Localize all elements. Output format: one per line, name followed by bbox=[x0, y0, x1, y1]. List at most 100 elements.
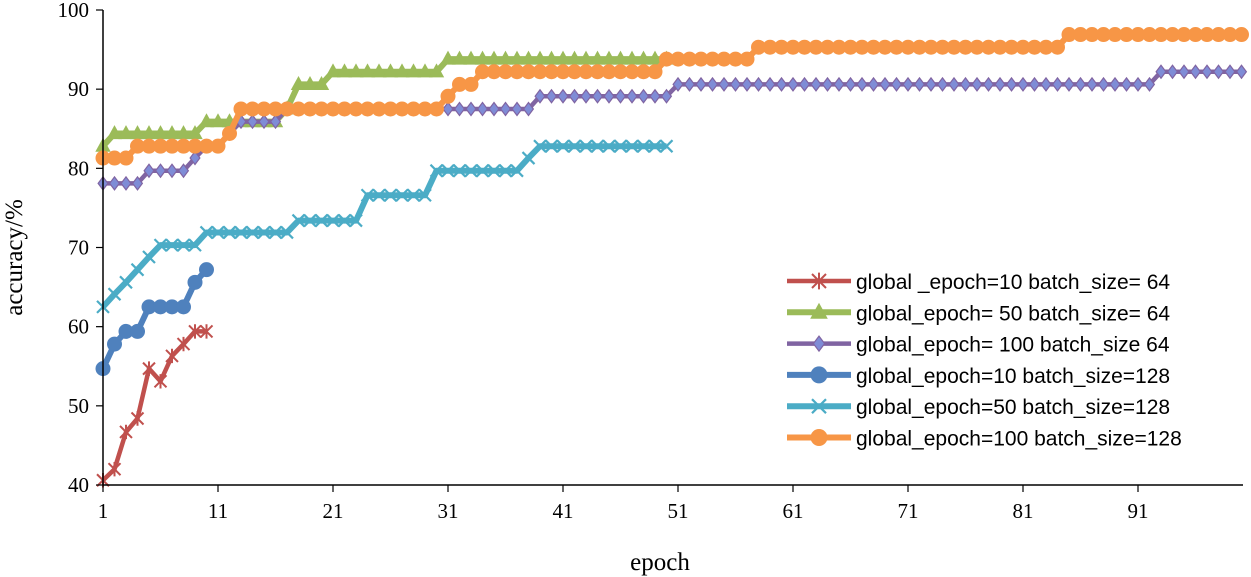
data-point bbox=[336, 63, 353, 78]
data-point bbox=[844, 76, 857, 92]
legend-marker bbox=[810, 366, 828, 384]
data-point bbox=[1224, 64, 1236, 80]
legend-label: global _epoch=10 batch_size= 64 bbox=[856, 271, 1170, 294]
data-point bbox=[590, 139, 605, 153]
data-point bbox=[843, 39, 858, 55]
data-point bbox=[106, 125, 123, 140]
data-point bbox=[1222, 27, 1238, 43]
data-point bbox=[1212, 64, 1225, 80]
data-point bbox=[1120, 76, 1133, 92]
data-point bbox=[566, 50, 583, 65]
legend: global _epoch=10 batch_size= 64 global_ep… bbox=[787, 271, 1182, 451]
data-point bbox=[153, 138, 168, 154]
data-point bbox=[188, 324, 202, 339]
data-point bbox=[245, 225, 260, 240]
data-point bbox=[418, 188, 432, 203]
data-point bbox=[659, 139, 674, 153]
data-point bbox=[981, 39, 996, 55]
data-point bbox=[590, 64, 605, 80]
data-point bbox=[141, 125, 157, 140]
data-point bbox=[257, 225, 271, 240]
data-point bbox=[555, 50, 571, 65]
data-point bbox=[246, 114, 259, 130]
x-tick-label: 51 bbox=[668, 499, 689, 523]
data-point bbox=[371, 63, 387, 78]
data-point bbox=[372, 188, 386, 203]
data-point bbox=[176, 238, 191, 252]
data-point bbox=[511, 101, 523, 117]
data-point bbox=[647, 50, 663, 65]
data-point bbox=[302, 101, 318, 117]
data-point bbox=[521, 64, 536, 80]
data-point bbox=[222, 225, 237, 240]
data-point bbox=[359, 63, 376, 78]
data-point bbox=[245, 101, 260, 117]
data-point bbox=[383, 188, 398, 203]
data-point bbox=[486, 50, 502, 65]
data-point bbox=[1086, 76, 1098, 92]
data-point bbox=[624, 64, 640, 80]
data-point bbox=[499, 101, 512, 117]
data-point bbox=[820, 39, 835, 55]
data-point bbox=[1201, 64, 1213, 80]
data-point bbox=[670, 51, 686, 67]
data-point bbox=[464, 163, 478, 178]
data-point bbox=[1005, 76, 1018, 92]
data-point bbox=[120, 175, 132, 191]
data-point bbox=[693, 51, 709, 67]
data-point bbox=[879, 76, 891, 92]
legend-item: global_epoch=50 batch_size=128 bbox=[787, 396, 1170, 419]
data-point bbox=[808, 39, 824, 55]
legend-item: global_epoch= 50 batch_size= 64 bbox=[787, 302, 1170, 325]
data-point bbox=[532, 50, 548, 65]
data-point bbox=[752, 76, 765, 92]
data-point bbox=[290, 76, 307, 91]
data-point bbox=[199, 138, 214, 154]
data-point bbox=[131, 175, 144, 191]
data-point bbox=[394, 63, 410, 78]
data-point bbox=[614, 88, 627, 104]
data-point bbox=[557, 88, 569, 104]
data-point bbox=[521, 151, 536, 165]
data-point bbox=[210, 138, 226, 154]
data-point bbox=[1107, 27, 1123, 43]
data-point bbox=[810, 76, 822, 92]
data-point bbox=[718, 76, 730, 92]
data-point bbox=[130, 411, 145, 426]
data-point bbox=[555, 64, 571, 80]
x-tick-label: 91 bbox=[1128, 499, 1149, 523]
data-point bbox=[534, 88, 546, 104]
data-point bbox=[441, 163, 455, 178]
x-tick-label: 1 bbox=[98, 499, 109, 523]
data-point bbox=[130, 323, 145, 339]
data-point bbox=[188, 238, 202, 252]
data-point bbox=[625, 139, 639, 153]
data-point bbox=[314, 213, 329, 228]
data-point bbox=[706, 76, 719, 92]
x-tick-label: 41 bbox=[553, 499, 574, 523]
data-point bbox=[498, 163, 513, 178]
data-point bbox=[856, 76, 868, 92]
data-point bbox=[176, 299, 191, 315]
legend-label: global_epoch=50 batch_size=128 bbox=[856, 396, 1170, 419]
data-point bbox=[889, 39, 904, 55]
data-point bbox=[1074, 76, 1087, 92]
data-point bbox=[1176, 27, 1192, 43]
data-point bbox=[325, 63, 341, 78]
data-point bbox=[118, 323, 134, 339]
data-point bbox=[946, 39, 962, 55]
data-point bbox=[256, 101, 272, 117]
data-point bbox=[532, 64, 548, 80]
data-point bbox=[187, 125, 203, 140]
data-point bbox=[486, 64, 502, 80]
series-6 bbox=[95, 27, 1249, 166]
x-tick-label: 81 bbox=[1013, 499, 1034, 523]
data-point bbox=[164, 125, 180, 140]
data-point bbox=[1063, 76, 1075, 92]
data-point bbox=[165, 238, 179, 252]
data-point bbox=[153, 238, 168, 252]
data-point bbox=[659, 51, 674, 67]
series-layer bbox=[95, 27, 1249, 488]
data-point bbox=[326, 213, 340, 228]
